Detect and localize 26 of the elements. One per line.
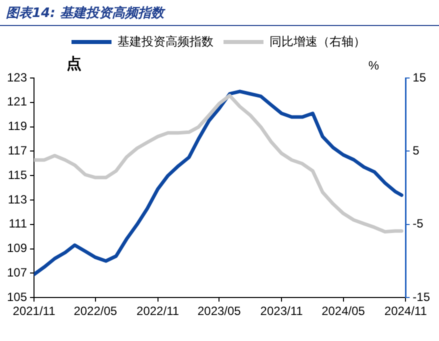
- y-tick-label: 121: [6, 94, 28, 109]
- y-tick-label: 123: [6, 70, 28, 84]
- y-tick-label: 109: [6, 241, 28, 256]
- y-tick-label: 113: [8, 192, 28, 206]
- y-tick-label: 115: [8, 168, 28, 182]
- y-tick-label: 111: [8, 216, 28, 231]
- y-tick-label: 117: [8, 144, 28, 158]
- y-tick-label: 107: [6, 266, 28, 280]
- x-tick-label: 2022/05: [74, 304, 118, 318]
- y2-tick-label: -15: [412, 290, 430, 304]
- chart-title: 图表14: 基建投资高频指数: [0, 0, 439, 26]
- x-tick-label: 2024/05: [322, 304, 366, 318]
- x-tick-label: 2021/11: [12, 304, 56, 318]
- y2-axis-title: %: [368, 58, 380, 72]
- y-axis-title: 点: [66, 56, 82, 73]
- legend-label: 同比增速（右轴）: [270, 34, 366, 48]
- x-tick-label: 2023/11: [260, 304, 304, 318]
- y2-tick-label: 15: [412, 70, 426, 84]
- y-tick-label: 105: [6, 290, 28, 304]
- y2-tick-label: 5: [412, 144, 420, 158]
- x-tick-label: 2023/05: [197, 304, 242, 318]
- legend-label: 基建投资高频指数: [118, 34, 214, 48]
- x-tick-label: 2024/11: [384, 304, 428, 318]
- y2-tick-label: -5: [412, 216, 424, 231]
- x-tick-label: 2022/11: [136, 304, 180, 318]
- y-tick-label: 119: [8, 119, 28, 134]
